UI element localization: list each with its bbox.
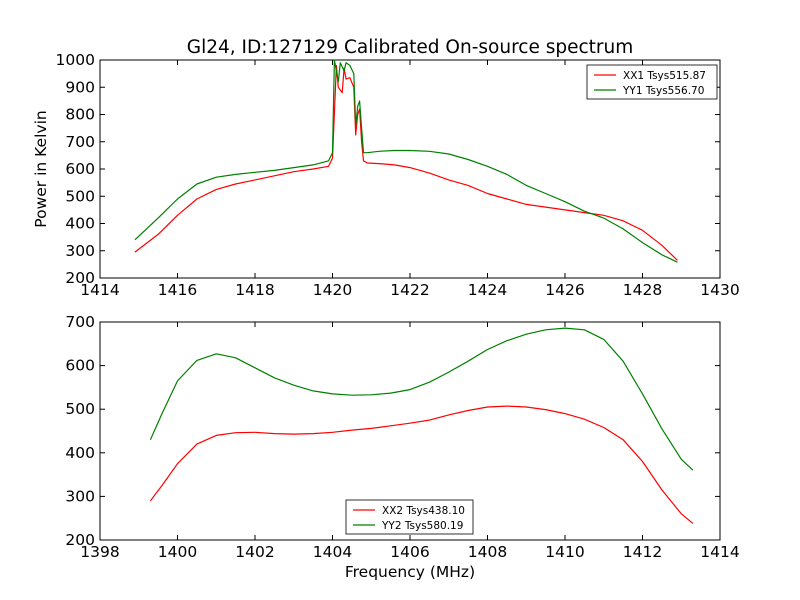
- legend-label: YY1 Tsys556.70: [622, 85, 704, 97]
- y-tick-label: 900: [65, 78, 95, 96]
- y-tick-label: 400: [65, 215, 95, 233]
- y-tick-label: 500: [65, 187, 95, 205]
- y-tick-label: 700: [65, 313, 95, 331]
- x-tick-label: 1412: [623, 543, 662, 561]
- x-tick-label: 1418: [235, 281, 274, 299]
- x-tick-label: 1428: [623, 281, 662, 299]
- x-tick-label: 1402: [235, 543, 274, 561]
- x-tick-label: 1398: [80, 543, 119, 561]
- x-tick-label: 1430: [700, 281, 739, 299]
- x-tick-label: 1426: [545, 281, 584, 299]
- x-tick-label: 1422: [390, 281, 429, 299]
- series-line-xx1: [134, 64, 678, 261]
- x-tick-label: 1424: [468, 281, 507, 299]
- legend-box: [345, 499, 474, 535]
- x-tick-label: 1420: [313, 281, 352, 299]
- top-y-axis-label: Power in Kelvin: [32, 110, 50, 227]
- bottom-x-axis-label: Frequency (MHz): [345, 563, 475, 581]
- x-tick-label: 1400: [158, 543, 197, 561]
- x-tick-label: 1414: [700, 543, 739, 561]
- y-tick-label: 1000: [56, 51, 95, 69]
- y-tick-label: 800: [65, 106, 95, 124]
- x-tick-label: 1406: [390, 543, 429, 561]
- x-tick-label: 1404: [313, 543, 352, 561]
- x-tick-label: 1414: [80, 281, 119, 299]
- chart-panel-2: 1398 1400 1402 1404 1406 1408 1410 1412 1414 200 3…: [65, 313, 739, 561]
- series-line-yy2: [149, 327, 694, 471]
- legend-label: XX1 Tsys515.87: [623, 70, 706, 82]
- chart-title: Gl24, ID:127129 Calibrated On-source spe…: [187, 37, 634, 58]
- series-line-xx2: [149, 405, 694, 524]
- legend-label: XX2 Tsys438.10: [382, 505, 465, 517]
- legend: XX2 Tsys438.10 YY2 Tsys580.19: [345, 499, 474, 535]
- y-tick-label: 300: [65, 487, 95, 505]
- y-tick-label: 500: [65, 400, 95, 418]
- y-tick-label: 200: [65, 531, 95, 549]
- y-tick-label: 300: [65, 242, 95, 260]
- x-tick-label: 1408: [468, 543, 507, 561]
- y-tick-label: 700: [65, 133, 95, 151]
- y-tick-label: 600: [65, 160, 95, 178]
- legend-label: YY2 Tsys580.19: [381, 520, 463, 532]
- y-tick-label: 200: [65, 269, 95, 287]
- chart-panel-1: 1414 1416 1418 1420 1422 1424 1426 1428 1430 200 3…: [56, 51, 740, 299]
- series-line-yy1: [134, 59, 678, 263]
- legend: XX1 Tsys515.87 YY1 Tsys556.70: [586, 64, 718, 100]
- y-tick-label: 400: [65, 444, 95, 462]
- legend-box: [586, 64, 718, 100]
- x-tick-label: 1416: [158, 281, 197, 299]
- y-tick-label: 600: [65, 357, 95, 375]
- x-tick-label: 1410: [545, 543, 584, 561]
